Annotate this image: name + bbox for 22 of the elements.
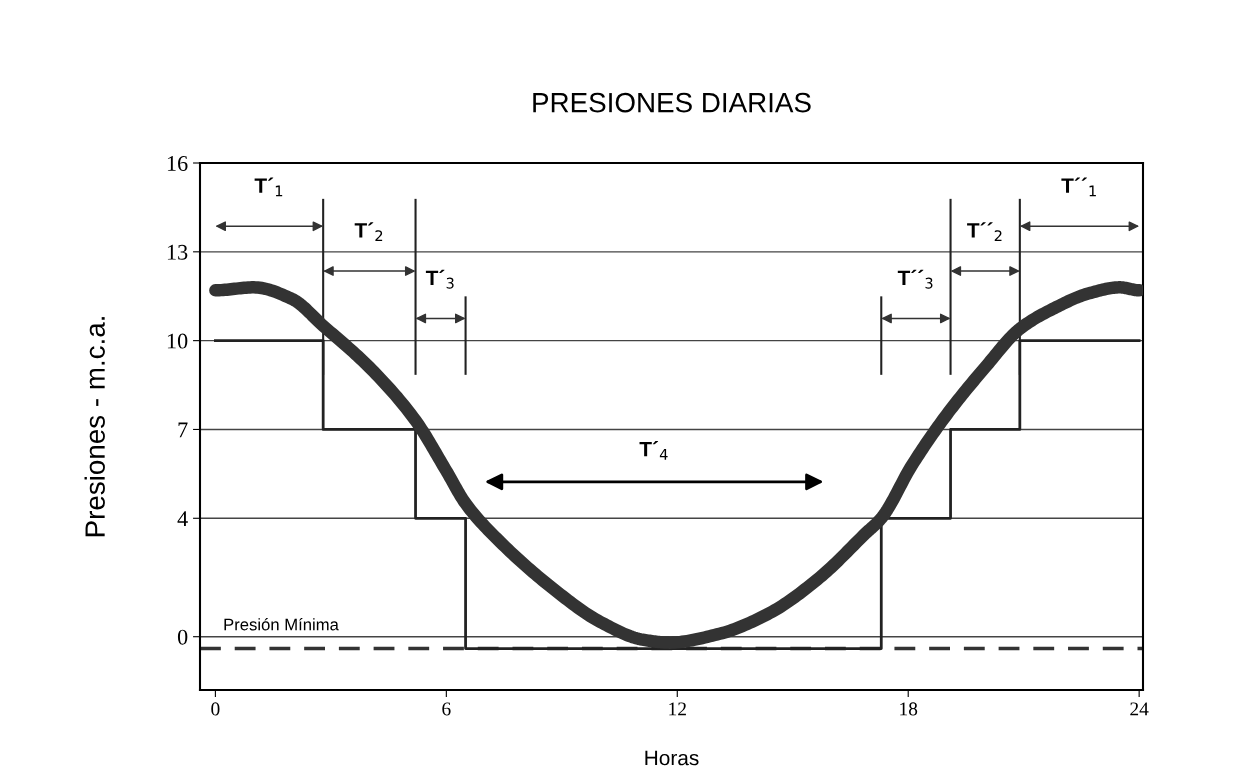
annotation: T´$_{1}$ — [254, 177, 283, 197]
ref-line-label: Presión Mínima — [224, 618, 339, 631]
x-axis-title: Horas — [645, 750, 699, 766]
annotation: T´´$_{1}$ — [1061, 177, 1096, 197]
y-tick-label: 16 — [167, 155, 188, 171]
y-tick-label: 0 — [177, 629, 188, 645]
annotation: T´$_{3}$ — [425, 269, 454, 289]
y-tick-label: 13 — [167, 244, 188, 260]
y-tick-label: 7 — [178, 422, 188, 438]
y-axis-title: Presiones - m.c.a. — [84, 317, 105, 537]
x-tick-label: 24 — [1130, 702, 1149, 716]
y-tick-label: 4 — [177, 511, 188, 526]
annotation: T´´$_{2}$ — [967, 222, 1002, 242]
chart-title: PRESIONES DIARIAS — [533, 92, 811, 113]
x-tick-label: 18 — [900, 702, 918, 716]
x-tick-label: 12 — [669, 702, 686, 716]
x-tick-label: 6 — [442, 702, 451, 716]
annotation: T´´$_{3}$ — [897, 269, 933, 289]
y-tick-label: 10 — [167, 333, 188, 349]
annotation: T´$_{4}$ — [639, 441, 668, 460]
annotation: T´$_{2}$ — [354, 222, 383, 242]
x-tick-label: 0 — [211, 702, 220, 716]
